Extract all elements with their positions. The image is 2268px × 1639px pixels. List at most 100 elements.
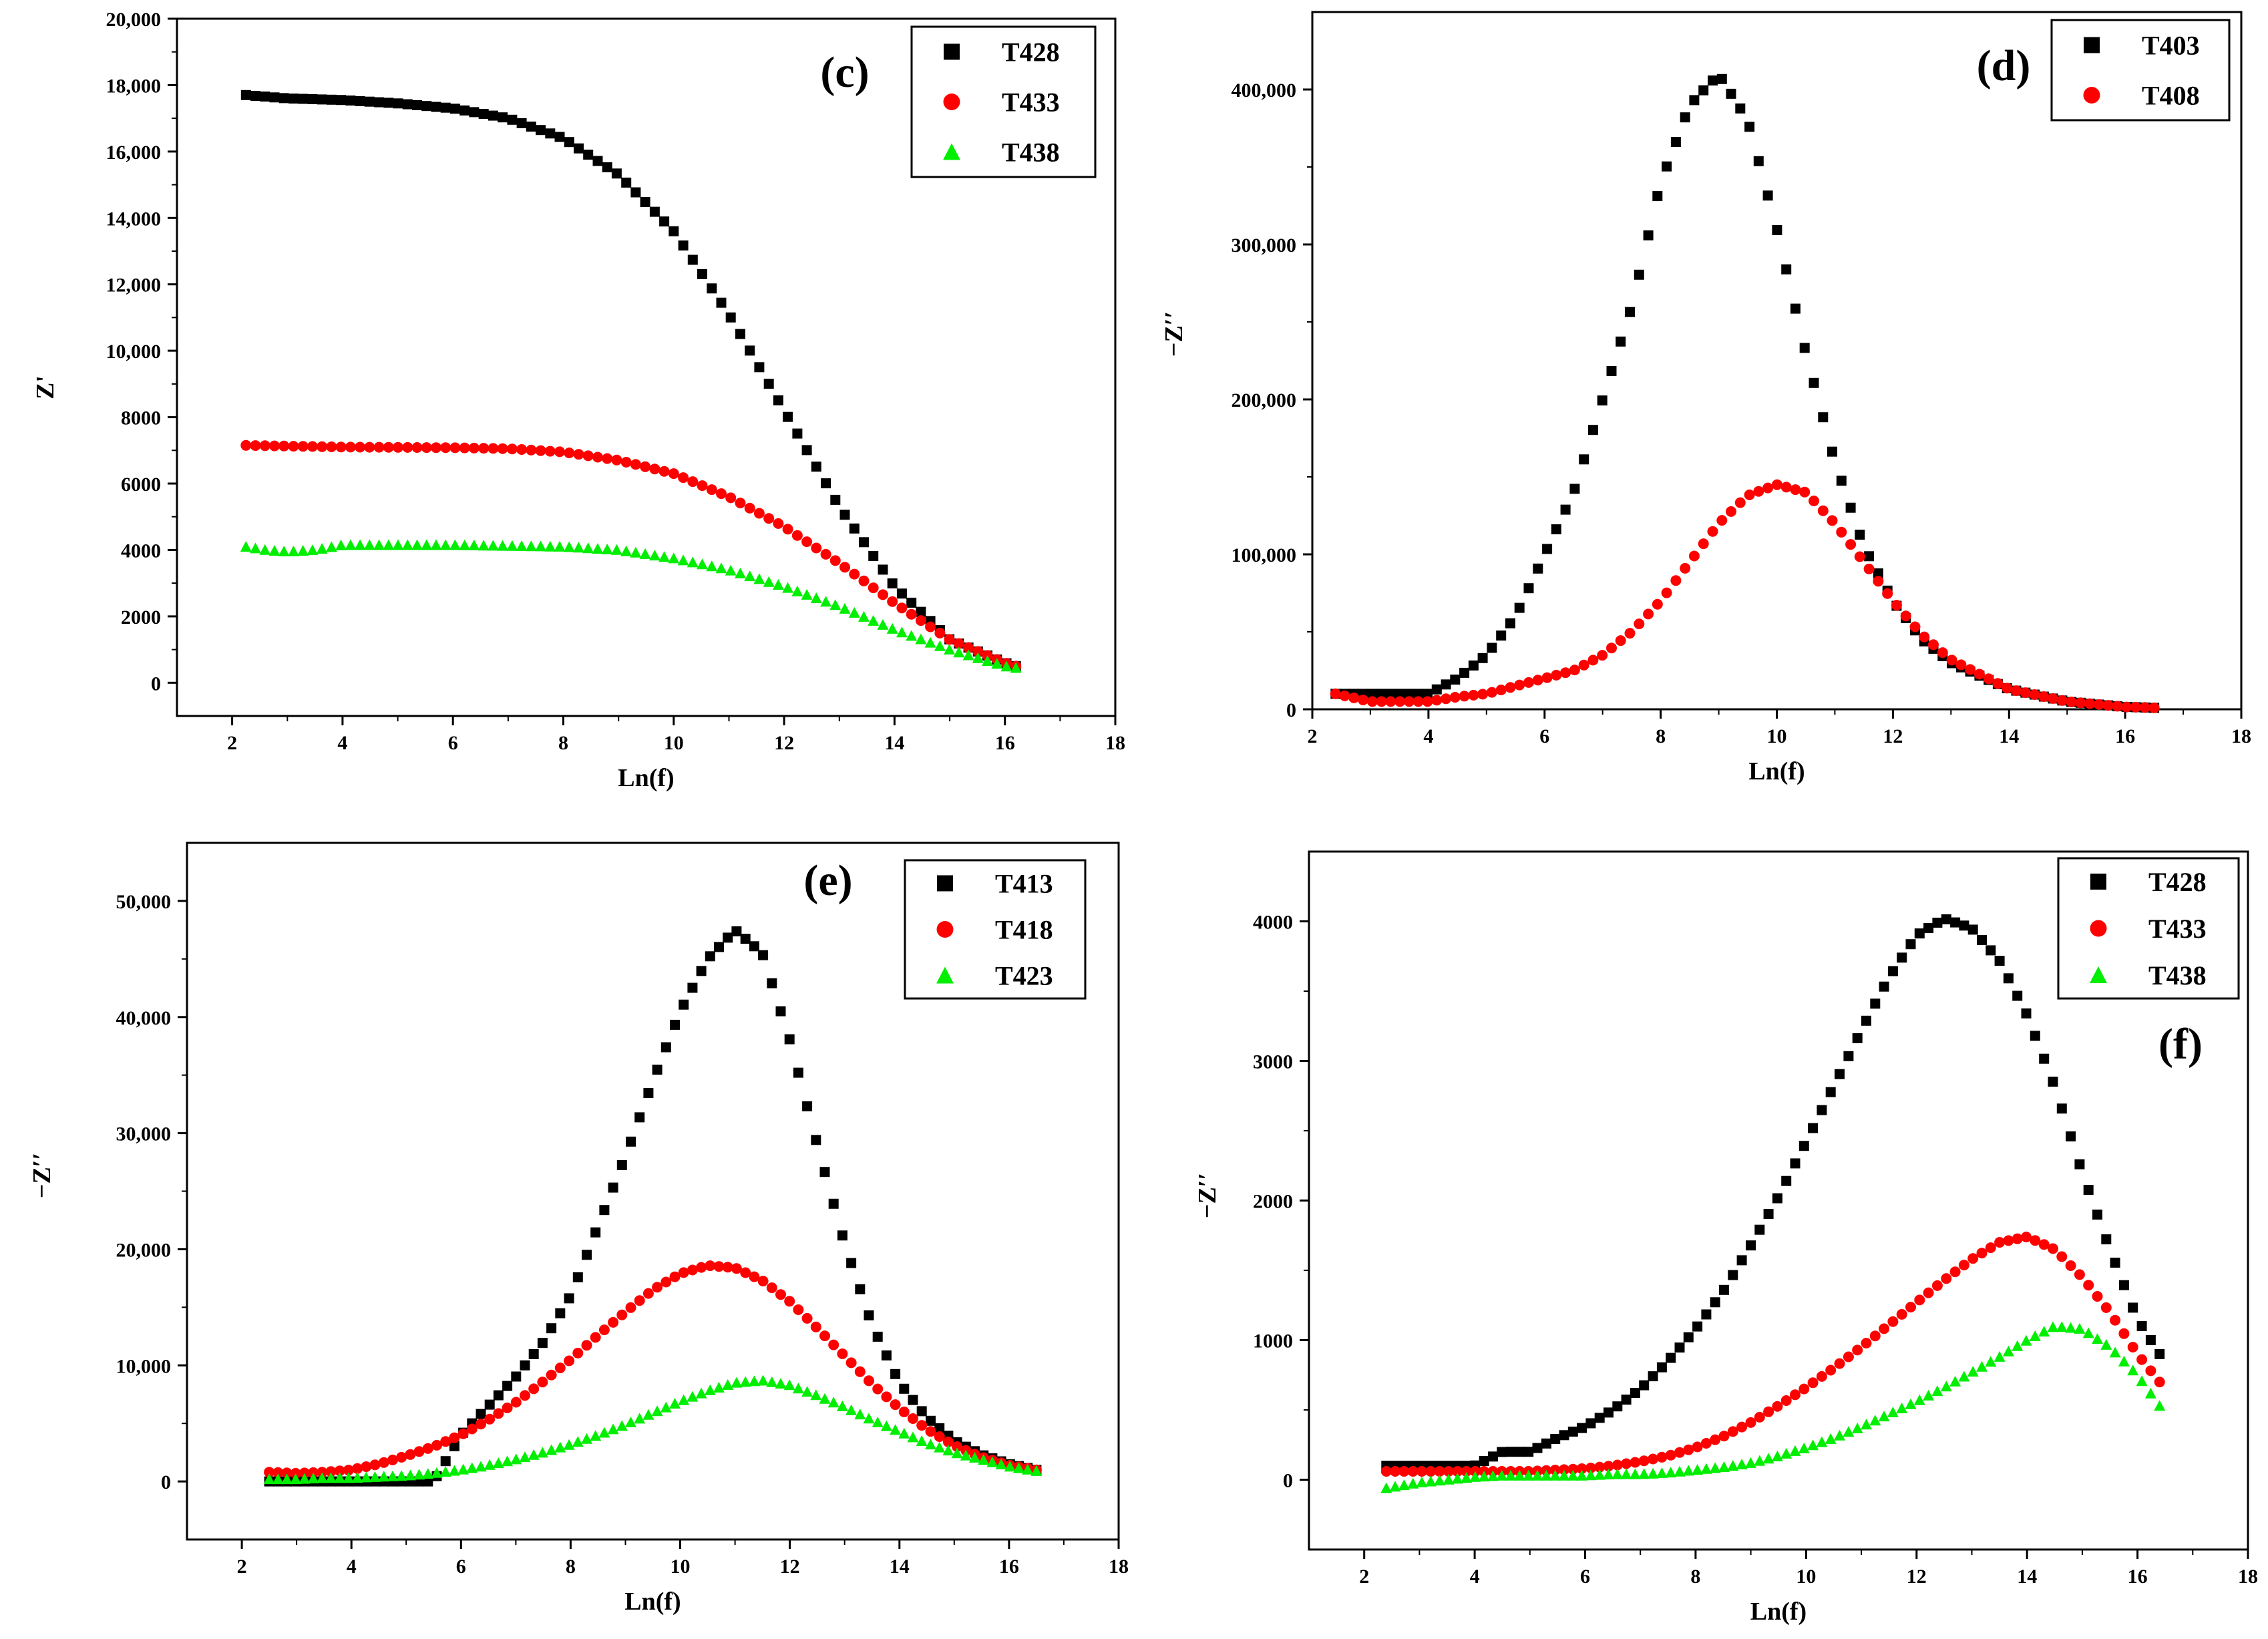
- data-point: [969, 1451, 980, 1463]
- data-point: [1790, 1158, 1801, 1169]
- data-point: [564, 447, 575, 459]
- data-point: [953, 647, 965, 658]
- data-point: [308, 1467, 319, 1478]
- data-point: [982, 655, 993, 667]
- data-point: [2148, 702, 2160, 713]
- x-tick-label: 4: [1470, 1566, 1480, 1588]
- data-point: [1674, 1447, 1685, 1458]
- y-tick-label: 0: [1283, 1470, 1293, 1492]
- data-point: [872, 1383, 884, 1395]
- data-point: [1887, 1316, 1899, 1327]
- data-point: [1661, 587, 1672, 598]
- data-point: [1478, 1471, 1490, 1482]
- data-point: [2002, 1345, 2014, 1356]
- data-point: [326, 441, 337, 452]
- data-point: [1967, 924, 1978, 935]
- data-point: [1000, 661, 1012, 672]
- x-tick-label: 18: [1109, 1556, 1129, 1578]
- data-point: [1718, 1431, 1730, 1442]
- data-point: [439, 539, 451, 550]
- data-point: [1735, 103, 1746, 114]
- legend-box: [904, 859, 1087, 1000]
- data-point: [1817, 1105, 1827, 1115]
- data-point: [1798, 1442, 1810, 1453]
- data-point: [772, 579, 784, 590]
- data-point: [951, 1447, 963, 1459]
- data-point: [735, 329, 745, 339]
- x-tick-label: 6: [456, 1556, 466, 1578]
- data-point: [345, 539, 357, 550]
- data-point: [1799, 1141, 1809, 1151]
- data-point: [1855, 530, 1865, 540]
- data-point: [830, 494, 841, 505]
- data-point: [978, 1454, 990, 1465]
- data-point: [1780, 1447, 1792, 1459]
- data-point: [506, 443, 518, 455]
- data-point: [1700, 1438, 1712, 1449]
- data-point: [2139, 702, 2150, 713]
- data-point: [630, 459, 641, 470]
- data-point: [1603, 1407, 1614, 1418]
- data-point: [2092, 1333, 2103, 1344]
- data-point: [820, 596, 832, 607]
- series-T433: [240, 439, 1022, 672]
- data-point: [2112, 701, 2123, 712]
- data-point: [731, 1263, 742, 1274]
- data-point: [1896, 1308, 1907, 1320]
- data-point: [715, 562, 727, 574]
- data-point: [1532, 675, 1543, 686]
- data-point: [1624, 628, 1636, 639]
- data-point: [740, 934, 751, 944]
- legend: T403 T408: [2050, 19, 2231, 122]
- data-point: [484, 1459, 496, 1470]
- x-tick-label: 10: [664, 732, 684, 754]
- y-tick-label: 0: [151, 673, 161, 695]
- legend-marker: [2084, 37, 2100, 53]
- data-point: [2100, 1302, 2112, 1313]
- data-point: [1914, 1294, 1925, 1306]
- data-point: [784, 1296, 795, 1307]
- data-point: [925, 621, 936, 632]
- data-point: [1505, 618, 1515, 628]
- data-point: [373, 441, 385, 453]
- data-point: [1603, 1461, 1614, 1472]
- data-point: [278, 546, 290, 556]
- data-point: [625, 1302, 636, 1313]
- data-point: [2144, 1387, 2156, 1399]
- legend-marker: [2090, 966, 2107, 983]
- data-point: [1896, 1403, 1908, 1413]
- data-point: [326, 94, 337, 105]
- data-point: [1701, 1309, 1712, 1320]
- data-point: [669, 1398, 681, 1409]
- data-point: [1339, 690, 1350, 701]
- data-point: [413, 1469, 425, 1480]
- data-point: [431, 102, 441, 112]
- data-point: [660, 1276, 672, 1288]
- data-point: [1983, 673, 1994, 685]
- data-point: [1634, 618, 1645, 630]
- data-point: [2066, 1131, 2076, 1141]
- data-point: [707, 283, 717, 294]
- data-point: [1985, 1356, 1997, 1367]
- data-point: [2154, 1377, 2165, 1388]
- data-point: [466, 1423, 478, 1435]
- data-point: [2038, 1326, 2050, 1337]
- data-point: [1621, 1395, 1632, 1405]
- data-point: [268, 545, 280, 556]
- chart-panel-f: 2 4 6 8 10 12 14 16 18 0 1000 2000 3000 4000 Ln(f) −Z′′…: [1193, 850, 2258, 1626]
- data-point: [679, 999, 689, 1010]
- data-point: [1540, 1469, 1552, 1481]
- data-point: [2128, 1302, 2138, 1313]
- data-point: [264, 1467, 275, 1478]
- data-point: [317, 1467, 328, 1478]
- data-point: [616, 1309, 628, 1320]
- data-point: [1587, 655, 1599, 666]
- data-point: [402, 99, 413, 110]
- data-point: [1905, 939, 1916, 950]
- data-point: [1736, 1459, 1748, 1469]
- data-point: [1441, 679, 1451, 690]
- data-point: [2127, 1342, 2138, 1352]
- data-point: [821, 478, 831, 489]
- data-point: [640, 461, 651, 472]
- data-point: [643, 1088, 654, 1098]
